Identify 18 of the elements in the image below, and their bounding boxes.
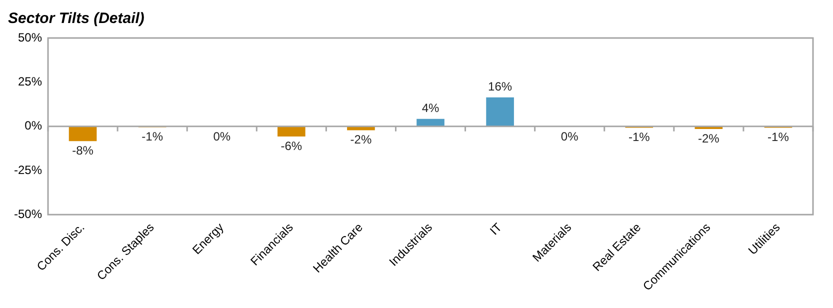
data-label: -2% xyxy=(698,131,720,146)
data-label: 0% xyxy=(560,129,579,144)
data-label: -2% xyxy=(350,132,372,147)
data-label: -1% xyxy=(142,130,164,144)
y-tick-label: -50% xyxy=(14,206,42,221)
data-label: -1% xyxy=(628,130,650,144)
data-label: -6% xyxy=(280,138,302,153)
data-label: 0% xyxy=(213,129,231,144)
data-label: 16% xyxy=(488,80,512,94)
y-tick-label: 0% xyxy=(24,118,42,133)
chart-title: Sector Tilts (Detail) xyxy=(8,10,144,28)
data-label: 4% xyxy=(422,101,440,116)
x-tick-label: IT xyxy=(487,220,505,238)
y-tick-label: 25% xyxy=(18,74,42,88)
y-tick-label: -25% xyxy=(14,162,42,177)
data-label: -1% xyxy=(768,130,790,144)
data-label: -8% xyxy=(72,143,94,158)
y-tick-label: 50% xyxy=(18,30,42,44)
